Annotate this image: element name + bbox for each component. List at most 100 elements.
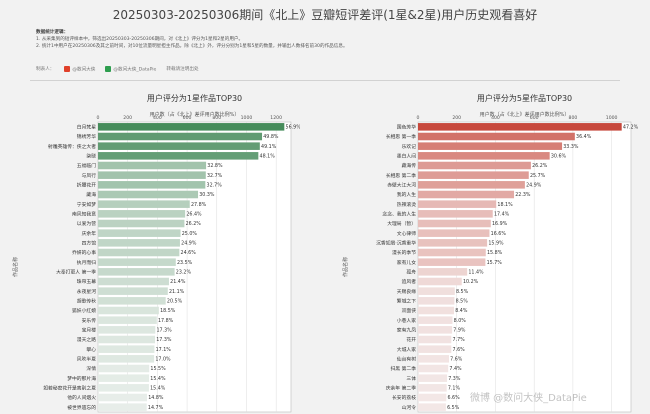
category-label: 山河令 [402,404,417,411]
x-tick-label: 400 [153,115,162,121]
category-label: 扫黑 第二季 [390,365,416,372]
category-label: 沉香如屑·沉香重华 [376,240,416,247]
category-label: 射雕英雄传：侠之大者 [48,143,96,150]
category-label: 天赐良缘 [397,288,416,295]
bar [98,152,259,160]
bar [98,345,155,353]
bar [98,297,166,305]
category-label: 狐妖小红娘 [72,307,96,314]
category-label: 赤壁大江大河 [387,182,416,189]
category-label: 漫天之路 [77,336,96,343]
bar [418,171,529,179]
data-label: 26.2% [186,221,202,227]
category-label: 繁城之下 [397,298,416,305]
category-label: 藏海传 [402,162,417,169]
data-label: 7.6% [453,347,466,353]
bar [418,258,486,266]
bar [98,132,263,141]
category-label: 永夜星河 [77,288,96,295]
bar [418,219,491,228]
data-label: 21.4% [170,279,186,285]
category-label: 藏海 [86,191,96,198]
category-label: 五福临门 [77,162,96,169]
y-axis-label: 作品名称 [12,257,19,277]
bar [98,248,180,257]
chart-title: 用户评分为1星作品TOP30 [147,93,242,103]
bar [418,393,447,402]
data-label: 7.7% [453,337,466,343]
category-label: 漫长的季节 [392,249,416,256]
bar [98,210,186,218]
data-label: 7.3% [448,376,461,382]
category-label: 长相思 第二季 [386,172,417,179]
data-label: 16.9% [492,221,508,227]
data-label: 15.4% [150,376,166,382]
category-label: 攀心 [86,346,96,353]
plot-area [417,121,632,413]
data-label: 49.8% [263,134,279,140]
data-label: 7.4% [449,366,462,372]
x-tick-label: 600 [530,115,539,121]
bar [418,132,575,141]
category-label: 胡歌传秋 [77,298,96,305]
bar [418,123,622,131]
category-label: 被世界遗忘的 [67,404,96,411]
category-label: 家有儿女 [397,259,416,266]
data-label: 24.9% [181,241,197,247]
data-label: 24.9% [526,183,542,189]
bar [98,190,199,199]
bar [418,229,490,237]
notes-line-2: 2. 统计1中用户在20250306及其之前时间，对10位流量明星担主作品。除《… [36,43,348,49]
data-label: 6.5% [447,405,460,411]
data-label: 15.4% [150,386,166,392]
bar [98,384,149,392]
category-label: 墨白人间 [397,153,416,160]
category-label: 长相思 第一季 [386,133,417,140]
data-label: 17.3% [156,337,172,343]
category-label: 他的人间烟火 [67,394,96,401]
producer-label: 制表人： [36,67,55,73]
data-label: 16.6% [491,231,507,237]
data-label: 25.7% [530,173,546,179]
category-label: 家有九凤 [397,327,416,334]
x-tick-label: 0 [417,115,420,121]
bar [418,345,452,353]
data-label: 49.1% [261,144,277,150]
x-tick-label: 200 [123,115,132,121]
category-label: 宁安如梦 [77,201,96,208]
bar [98,374,150,382]
data-label: 8.0% [454,318,467,324]
data-label: 17.4% [494,212,510,218]
data-label: 10.2% [463,279,479,285]
plot-area [97,121,292,413]
data-label: 17.1% [156,347,172,353]
bar [98,200,190,208]
bar [418,374,448,382]
bar [418,248,486,257]
category-label: 长安的荔枝 [392,394,416,401]
data-label: 14.8% [148,395,164,401]
data-label: 33.3% [563,144,579,150]
data-label: 15.9% [488,241,504,247]
bar [98,171,206,179]
bar [98,326,156,334]
bar [418,239,488,247]
category-label: 折腰花开 [77,182,96,189]
bar [98,239,180,247]
bar [418,181,525,189]
category-label: 三体 [406,375,416,382]
category-label: 小巷人家 [397,317,416,324]
chart-1star: 用户评分为1星作品TOP30 用户数（占《北上》差评用户数比例%） 0 200 400 6… [12,93,300,413]
weibo-icon [64,66,71,72]
y-axis-label: 作品名称 [342,257,349,277]
x-tick-label: 0 [97,115,100,121]
data-label: 7.9% [453,328,466,334]
account-credit: @数问大侠_DataPie [105,66,156,73]
category-label: 四方馆 [82,240,97,247]
category-label: 宝月楼 [82,327,97,334]
weibo-credit: @数问大侠 [64,66,95,73]
data-label: 20.5% [167,299,183,305]
category-label: 安乐传 [82,317,97,324]
data-label: 32.7% [207,183,223,189]
data-label: 27.8% [191,202,207,208]
